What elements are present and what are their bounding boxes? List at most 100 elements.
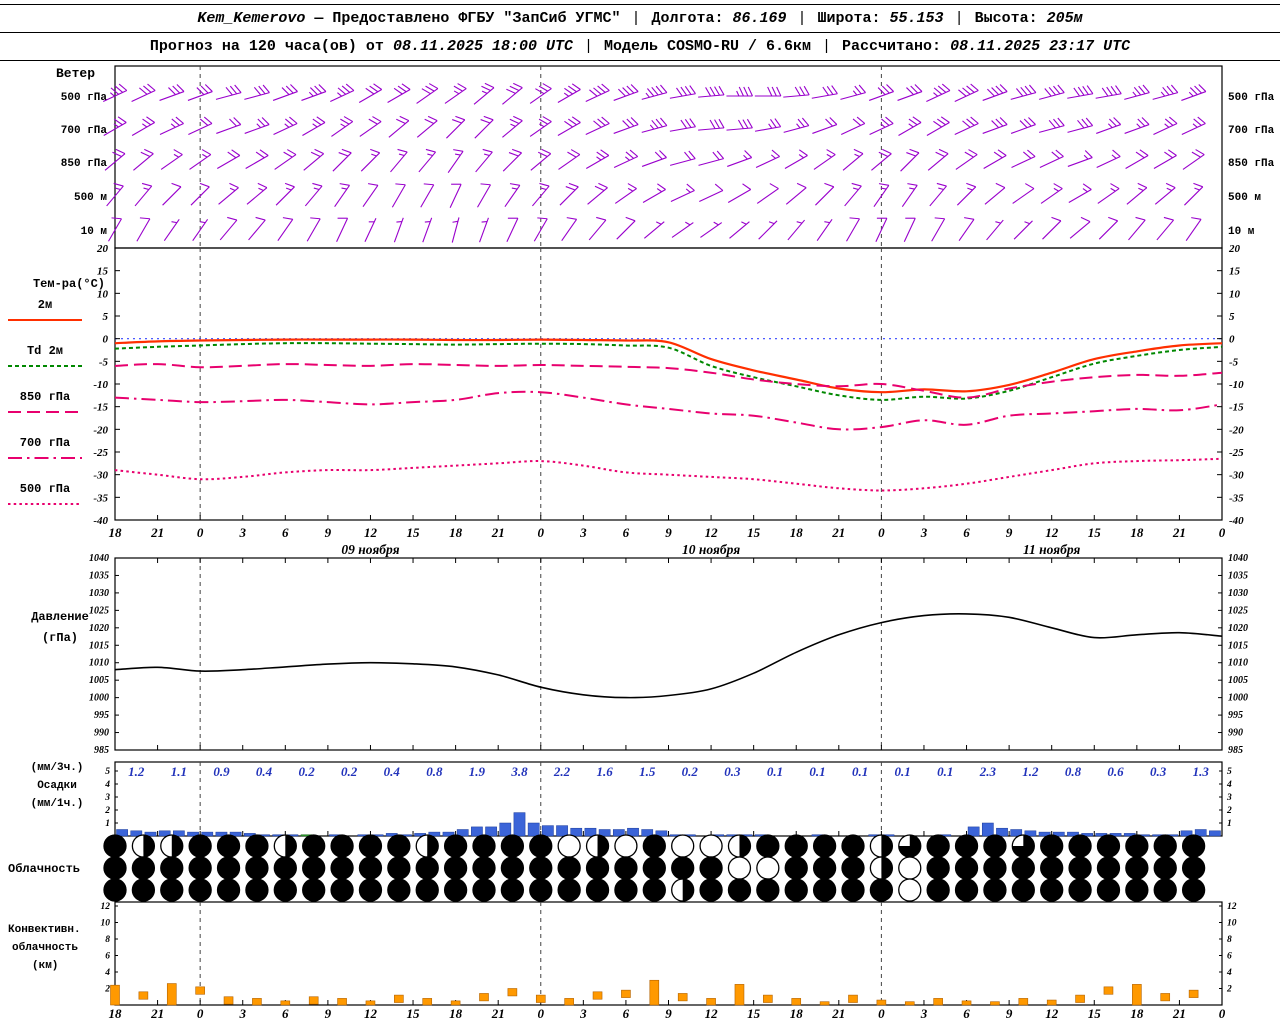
- wind-barb-shaft: [449, 183, 462, 209]
- wind-barb-feather: [771, 149, 780, 157]
- precip-tick-left: 2: [104, 806, 110, 816]
- wind-barb-feather: [229, 85, 238, 95]
- wind-barb-feather: [1077, 119, 1085, 129]
- wind-barb-shaft: [1069, 221, 1091, 239]
- pressure-tick-left: 995: [94, 710, 109, 721]
- wind-barb-shaft: [420, 184, 435, 208]
- wind-barb-feather: [1194, 85, 1202, 94]
- wind-barb-shaft: [1185, 219, 1202, 241]
- wind-barb-halffeather: [854, 153, 860, 158]
- wind-barb-shaft: [1182, 154, 1205, 170]
- precip-3h-value: 0.3: [724, 764, 741, 779]
- wind-barb-feather: [596, 151, 606, 159]
- wind-barb-feather: [509, 183, 520, 186]
- cloud-circle: [160, 856, 184, 880]
- wind-barb-feather: [337, 87, 347, 95]
- cloud-circle: [585, 856, 610, 880]
- precip-hourly-bar: [570, 827, 583, 837]
- wind-barb-feather: [542, 83, 552, 90]
- wind-barb-shaft: [901, 185, 918, 207]
- hour-label-bottom: 15: [747, 1006, 761, 1021]
- cloud-circle: [1011, 856, 1035, 880]
- wind-barb-feather: [1020, 86, 1028, 96]
- wind-level-label-left: 10 м: [81, 226, 108, 238]
- cloud-circle: [358, 878, 383, 902]
- wind-barb-shaft: [244, 124, 270, 134]
- hour-label: 15: [1088, 525, 1102, 540]
- wind-barb-shaft: [388, 120, 410, 138]
- cloud-circle: [784, 834, 808, 858]
- wind-barb-shaft: [868, 91, 894, 101]
- wind-barb-feather: [657, 183, 666, 190]
- wind-barb-feather: [878, 183, 889, 186]
- temp-tick-left: 10: [97, 288, 109, 300]
- wind-barb-feather: [282, 217, 293, 220]
- wind-barb-feather: [659, 150, 667, 158]
- wind-level-label-right: 700 гПа: [1228, 125, 1275, 137]
- precip-hourly-bar: [229, 831, 242, 837]
- wind-barb-feather: [709, 119, 716, 129]
- pressure-tick-left: 1020: [89, 623, 109, 634]
- hour-label: 9: [665, 525, 672, 540]
- wind-barb-feather: [138, 87, 148, 95]
- wind-barb-shaft: [616, 220, 636, 240]
- convective-bar: [990, 1001, 1000, 1006]
- cloud-circle-fill: [143, 835, 155, 857]
- wind-barb-feather: [1084, 150, 1093, 158]
- wind-barb-feather: [712, 151, 720, 161]
- wind-barb-shaft: [334, 185, 350, 207]
- precip-hourly-bar: [173, 830, 185, 837]
- wind-barb-shaft: [698, 127, 725, 131]
- wind-barb-halffeather: [624, 156, 630, 161]
- wind-barb-feather: [570, 149, 581, 156]
- wind-barb-feather: [175, 116, 184, 124]
- wind-barb-shaft: [816, 219, 833, 241]
- wind-barb-feather: [1053, 118, 1061, 128]
- wind-barb-feather: [314, 85, 323, 94]
- wind-barb-shaft: [1010, 124, 1036, 134]
- temp-tick-left: -10: [93, 379, 108, 391]
- cloud-circle: [1181, 834, 1206, 858]
- wind-barb-feather: [858, 84, 866, 93]
- wind-barb-shaft: [1011, 156, 1036, 168]
- convective-bar: [1046, 999, 1057, 1006]
- wind-barb-feather: [856, 116, 866, 124]
- wind-barb-shaft: [189, 154, 212, 170]
- hour-label: 9: [1006, 525, 1013, 540]
- hour-label-bottom: 21: [150, 1006, 164, 1021]
- wind-barb-feather: [316, 116, 326, 123]
- temp-tick-left: 15: [97, 266, 109, 278]
- precip-hourly-bar: [542, 825, 554, 837]
- wind-barb-feather: [908, 118, 918, 126]
- pressure-panel-frame: [114, 557, 1223, 751]
- wind-barb-feather: [705, 87, 712, 97]
- wind-barb-feather: [480, 119, 491, 124]
- wind-barb-halffeather: [713, 221, 719, 226]
- wind-barb-shaft: [1153, 155, 1177, 169]
- precip-tick-left: 4: [104, 780, 110, 790]
- temp-series-dot: [114, 457, 1223, 492]
- wind-barb-shaft: [217, 155, 241, 169]
- wind-level-label-right: 500 м: [1228, 192, 1261, 204]
- wind-barb-feather: [481, 85, 491, 92]
- hour-label-bottom: 18: [449, 1006, 463, 1021]
- wind-barb-shaft: [1153, 123, 1178, 135]
- wind-barb-feather: [831, 85, 838, 95]
- wind-barb-feather: [738, 86, 744, 97]
- temp-tick-left: -35: [93, 492, 108, 504]
- precip-3h-value: 0.3: [1150, 764, 1167, 779]
- convective-tick-left: 4: [104, 968, 110, 978]
- model-label: Модель: [603, 38, 658, 55]
- wind-barb-feather: [906, 87, 914, 96]
- cloud-circle: [727, 856, 752, 880]
- wind-barb-shaft: [1124, 92, 1150, 100]
- wind-barb-feather: [991, 87, 1000, 96]
- wind-barb-shaft: [954, 90, 979, 102]
- wind-barb-feather: [966, 118, 975, 126]
- wind-barb-feather: [571, 83, 581, 90]
- wind-barb-shaft: [391, 184, 406, 208]
- convective-bar: [649, 979, 660, 1006]
- cloud-circle: [926, 878, 950, 902]
- wind-barb-feather: [401, 83, 411, 90]
- wind-barb-shaft: [504, 185, 521, 207]
